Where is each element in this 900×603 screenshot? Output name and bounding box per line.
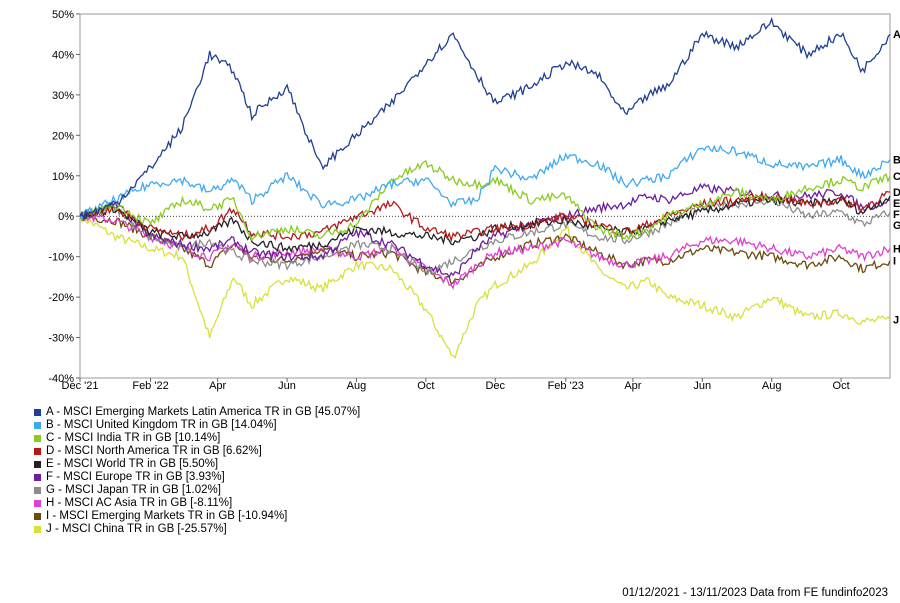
legend-swatch [34, 487, 41, 494]
y-tick-label: 50% [52, 9, 74, 21]
legend: A - MSCI Emerging Markets Latin America … [34, 406, 360, 536]
plot-border [79, 13, 891, 379]
y-tick-label: 30% [52, 90, 74, 102]
y-tick-label: 10% [52, 171, 74, 183]
series-line-d [79, 190, 891, 243]
y-tick-label: 40% [52, 49, 74, 61]
x-tick-label: Apr [624, 380, 641, 392]
legend-item-c: C - MSCI India TR in GB [10.14%] [34, 432, 360, 445]
end-label-j: J [893, 315, 899, 327]
legend-swatch [34, 435, 41, 442]
legend-item-i: I - MSCI Emerging Markets TR in GB [-10.… [34, 510, 360, 523]
x-tick-label: Oct [417, 380, 434, 392]
data-source-footer: 01/12/2021 - 13/11/2023 Data from FE fun… [622, 587, 888, 599]
legend-label: I - MSCI Emerging Markets TR in GB [-10.… [46, 510, 288, 522]
end-label-e: E [893, 198, 900, 210]
end-label-a: A [893, 29, 900, 41]
series-line-j [79, 212, 891, 359]
legend-label: H - MSCI AC Asia TR in GB [-8.11%] [46, 497, 233, 509]
legend-swatch [34, 474, 41, 481]
legend-swatch [34, 422, 41, 429]
legend-item-j: J - MSCI China TR in GB [-25.57%] [34, 523, 360, 536]
legend-item-f: F - MSCI Europe TR in GB [3.93%] [34, 471, 360, 484]
series-line-h [79, 210, 891, 290]
x-tick-label: Jun [693, 380, 711, 392]
plot-area [79, 13, 891, 379]
legend-label: G - MSCI Japan TR in GB [1.02%] [46, 484, 221, 496]
legend-swatch [34, 409, 41, 416]
x-tick-label: Oct [833, 380, 850, 392]
legend-swatch [34, 448, 41, 455]
legend-item-h: H - MSCI AC Asia TR in GB [-8.11%] [34, 497, 360, 510]
y-tick-label: -20% [48, 292, 74, 304]
x-axis: Dec '21 Feb '22 Apr Jun Aug Oct Dec Feb '23 Apr J… [62, 378, 850, 392]
series-line-g [79, 196, 891, 276]
legend-swatch [34, 500, 41, 507]
x-tick-label: Feb '23 [548, 380, 584, 392]
legend-label: D - MSCI North America TR in GB [6.62%] [46, 445, 262, 457]
x-tick-label: Apr [209, 380, 226, 392]
legend-item-e: E - MSCI World TR in GB [5.50%] [34, 458, 360, 471]
x-tick-label: Dec [485, 380, 505, 392]
legend-label: J - MSCI China TR in GB [-25.57%] [46, 523, 227, 535]
legend-item-g: G - MSCI Japan TR in GB [1.02%] [34, 484, 360, 497]
series-line-a [79, 16, 891, 221]
x-tick-label: Dec '21 [62, 380, 99, 392]
legend-item-b: B - MSCI United Kingdom TR in GB [14.04%… [34, 419, 360, 432]
legend-label: A - MSCI Emerging Markets Latin America … [46, 406, 361, 418]
series-line-b [79, 144, 891, 221]
end-label-g: G [893, 220, 900, 232]
legend-label: B - MSCI United Kingdom TR in GB [14.04%… [46, 419, 277, 431]
legend-label: C - MSCI India TR in GB [10.14%] [46, 432, 221, 444]
y-tick-label: 20% [52, 130, 74, 142]
end-label-c: C [893, 171, 900, 183]
end-label-f: F [893, 209, 900, 221]
end-label-d: D [893, 187, 900, 199]
x-tick-label: Aug [347, 380, 367, 392]
series-lines [79, 16, 891, 359]
legend-item-d: D - MSCI North America TR in GB [6.62%] [34, 445, 360, 458]
y-axis: -40% -30% -20% -10% 0% 10% 20% 30% 40% 50% [48, 9, 80, 385]
line-chart: -40% -30% -20% -10% 0% 10% 20% 30% 40% 50% Dec '2… [48, 9, 900, 392]
x-tick-label: Jun [278, 380, 296, 392]
legend-swatch [34, 526, 41, 533]
end-label-b: B [893, 155, 900, 167]
legend-swatch [34, 513, 41, 520]
end-label-i: I [893, 256, 896, 268]
x-tick-label: Feb '22 [132, 380, 168, 392]
y-tick-label: -10% [48, 252, 74, 264]
y-tick-label: -40% [48, 373, 74, 385]
series-line-c [79, 159, 891, 242]
x-tick-label: Aug [762, 380, 782, 392]
y-tick-label: -30% [48, 333, 74, 345]
legend-label: E - MSCI World TR in GB [5.50%] [46, 458, 219, 470]
legend-swatch [34, 461, 41, 468]
legend-label: F - MSCI Europe TR in GB [3.93%] [46, 471, 225, 483]
legend-item-a: A - MSCI Emerging Markets Latin America … [34, 406, 360, 419]
y-tick-label: 0% [58, 211, 74, 223]
end-label-h: H [893, 244, 900, 256]
